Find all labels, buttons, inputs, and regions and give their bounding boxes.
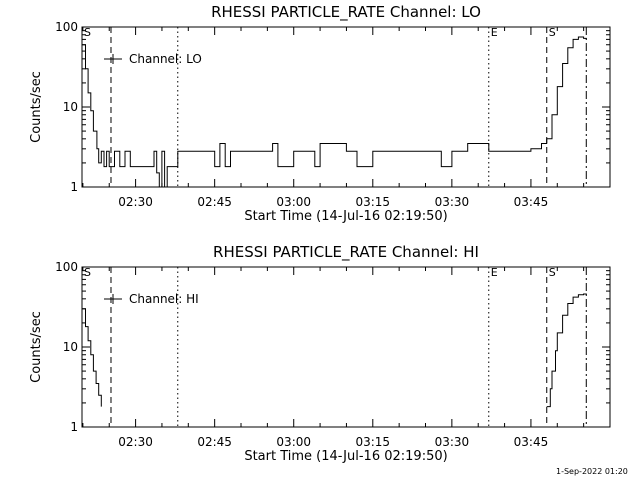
y-axis-label: Counts/sec	[29, 71, 44, 143]
x-tick-label: 03:15	[355, 435, 390, 449]
event-marker-label: S	[84, 26, 91, 39]
chart-panel-0: RHESSI PARTICLE_RATE Channel: LO 1 10 100 02…	[29, 3, 611, 224]
x-tick-label: 03:00	[276, 195, 311, 209]
y-tick-label: 100	[55, 260, 78, 274]
x-axis-label: Start Time (14-Jul-16 02:19:50)	[244, 209, 447, 224]
plot-timestamp: 1-Sep-2022 01:20	[556, 467, 628, 476]
data-series-line	[82, 36, 587, 188]
y-tick-label: 10	[63, 340, 78, 354]
chart-panel-1: RHESSI PARTICLE_RATE Channel: HI 1 10 100 02…	[29, 243, 611, 464]
y-tick-label: 100	[55, 20, 78, 34]
x-tick-label: 02:45	[197, 435, 232, 449]
y-tick-label: 1	[70, 420, 78, 434]
y-tick-label: 10	[63, 100, 78, 114]
data-series-line	[82, 308, 102, 407]
x-tick-label: 03:45	[514, 435, 549, 449]
x-tick-label: 03:15	[355, 195, 390, 209]
event-marker-label: S	[84, 266, 91, 279]
y-tick-label: 1	[70, 180, 78, 194]
event-marker-label: E	[491, 26, 498, 39]
event-marker-label: E	[491, 266, 498, 279]
x-tick-label: 03:30	[435, 435, 470, 449]
plot-frame	[81, 266, 611, 428]
x-tick-label: 03:00	[276, 435, 311, 449]
x-axis-label: Start Time (14-Jul-16 02:19:50)	[244, 449, 447, 464]
chart-title: RHESSI PARTICLE_RATE Channel: LO	[211, 3, 481, 22]
y-axis-label: Counts/sec	[29, 311, 44, 383]
x-tick-label: 03:30	[435, 195, 470, 209]
chart-title: RHESSI PARTICLE_RATE Channel: HI	[213, 243, 479, 262]
x-tick-label: 02:30	[118, 435, 153, 449]
legend-label: Channel: HI	[129, 292, 199, 306]
data-series-line	[546, 293, 587, 408]
x-tick-label: 02:30	[118, 195, 153, 209]
x-tick-label: 03:45	[514, 195, 549, 209]
legend-label: Channel: LO	[129, 52, 202, 66]
event-marker-label: S	[549, 26, 556, 39]
x-tick-label: 02:45	[197, 195, 232, 209]
event-marker-label: S	[549, 266, 556, 279]
plot-frame	[81, 26, 611, 188]
